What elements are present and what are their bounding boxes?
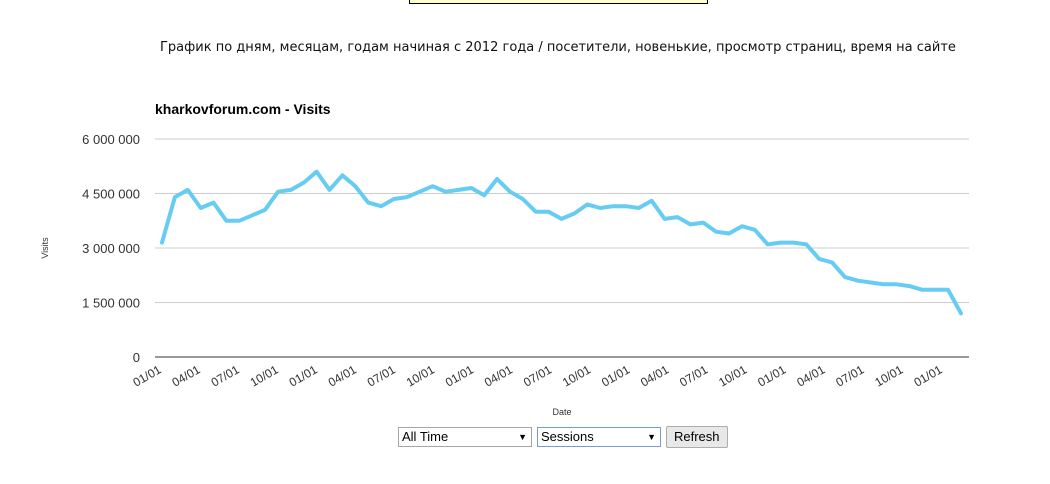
- y-tick-label: 3 000 000: [82, 241, 140, 256]
- x-tick-label: 07/01: [677, 362, 710, 389]
- x-tick-label: 01/01: [755, 362, 788, 389]
- visits-line-chart: kharkovforum.com - Visits 0 1 500 000 3 00…: [40, 101, 969, 417]
- x-tick-label: 10/01: [404, 362, 437, 389]
- y-tick-labels: 0 1 500 000 3 000 000 4 500 000 6 000 000: [82, 132, 140, 365]
- metric-select[interactable]: Sessions ▼: [537, 427, 661, 447]
- series-layer: [160, 169, 963, 316]
- x-tick-label: 10/01: [716, 362, 749, 389]
- x-tick-label: 10/01: [248, 362, 281, 389]
- time-range-select[interactable]: All Time ▼: [398, 427, 532, 447]
- y-axis-label: Visits: [40, 237, 50, 259]
- x-tick-label: 07/01: [209, 362, 242, 389]
- x-tick-label: 01/01: [287, 362, 320, 389]
- x-tick-label: 04/01: [482, 362, 515, 389]
- x-tick-label: 01/01: [443, 362, 476, 389]
- chart-controls: All Time ▼ Sessions ▼ Refresh: [398, 426, 728, 448]
- gridlines: [155, 138, 969, 358]
- chart-title: kharkovforum.com - Visits: [155, 101, 331, 117]
- x-tick-label: 07/01: [833, 362, 866, 389]
- x-tick-label: 07/01: [521, 362, 554, 389]
- dropdown-arrow-icon: ▼: [518, 432, 527, 442]
- y-tick-label: 6 000 000: [82, 132, 140, 147]
- y-tick-label: 4 500 000: [82, 187, 140, 202]
- y-tick-label: 0: [133, 350, 140, 365]
- x-tick-label: 04/01: [326, 362, 359, 389]
- x-tick-labels: 01/01 04/01 07/01 10/01 01/01 04/01 07/01 10/01…: [130, 362, 944, 389]
- x-tick-label: 01/01: [130, 362, 163, 389]
- x-tick-label: 04/01: [170, 362, 203, 389]
- yellow-banner-box: [409, 0, 708, 4]
- y-tick-label: 1 500 000: [82, 296, 140, 311]
- x-tick-label: 04/01: [638, 362, 671, 389]
- page-subtitle: График по дням, месяцам, годам начиная с…: [160, 40, 956, 55]
- x-tick-label: 10/01: [872, 362, 905, 389]
- time-range-value: All Time: [402, 429, 449, 444]
- x-tick-label: 01/01: [599, 362, 632, 389]
- dropdown-arrow-icon: ▼: [647, 432, 656, 442]
- x-tick-label: 07/01: [365, 362, 398, 389]
- x-tick-label: 04/01: [794, 362, 827, 389]
- x-tick-label: 10/01: [560, 362, 593, 389]
- refresh-button[interactable]: Refresh: [666, 426, 728, 448]
- x-tick-label: 01/01: [911, 362, 944, 389]
- visits-series-line: [160, 169, 963, 316]
- x-axis-label: Date: [552, 407, 571, 417]
- metric-value: Sessions: [541, 429, 594, 444]
